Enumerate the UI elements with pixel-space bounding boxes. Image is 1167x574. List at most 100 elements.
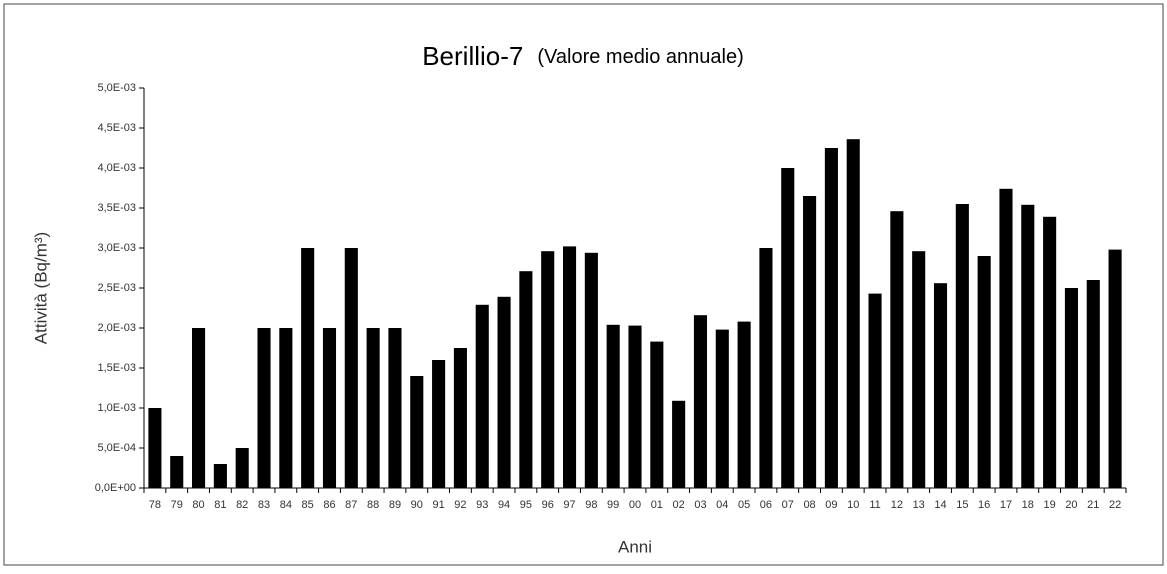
x-tick-label: 21 — [1087, 499, 1099, 511]
bar — [1021, 204, 1035, 489]
x-axis-label: Anni — [618, 537, 652, 556]
x-tick-label: 98 — [585, 499, 597, 511]
y-tick-label: 2,5E-03 — [97, 282, 136, 294]
bar — [344, 248, 358, 488]
bar — [213, 464, 227, 488]
bar — [868, 293, 882, 488]
x-tick-label: 91 — [432, 499, 444, 511]
bar — [257, 328, 271, 488]
bar — [606, 324, 620, 488]
x-tick-label: 89 — [389, 499, 401, 511]
bar — [475, 304, 489, 488]
x-tick-label: 17 — [1000, 499, 1012, 511]
x-tick-label: 83 — [258, 499, 270, 511]
x-tick-label: 16 — [978, 499, 990, 511]
x-tick-label: 90 — [411, 499, 423, 511]
y-tick-label: 1,0E-03 — [97, 402, 136, 414]
bar — [1108, 249, 1122, 488]
bar — [322, 328, 337, 488]
x-tick-label: 99 — [607, 499, 619, 511]
x-tick-label: 11 — [869, 499, 880, 511]
x-tick-label: 84 — [280, 499, 292, 511]
chart-title: Berillio-7 (Valore medio annuale) — [422, 41, 744, 71]
x-tick-label: 81 — [214, 499, 226, 511]
y-tick-label: 4,0E-03 — [97, 162, 136, 174]
x-tick-label: 06 — [760, 499, 772, 511]
x-tick-label: 10 — [847, 499, 859, 511]
bar — [759, 248, 773, 488]
x-tick-label: 82 — [236, 499, 248, 511]
bar — [628, 325, 642, 488]
x-tick-label: 92 — [454, 499, 466, 511]
x-tick-label: 20 — [1065, 499, 1077, 511]
bar — [912, 251, 926, 488]
x-tick-label: 04 — [716, 499, 728, 511]
x-tick-label: 80 — [192, 499, 204, 511]
bar — [170, 456, 184, 488]
y-tick-label: 5,0E-03 — [97, 82, 136, 94]
bar — [999, 188, 1013, 489]
bar — [497, 296, 511, 488]
bar — [432, 360, 446, 488]
y-tick-label: 1,5E-03 — [97, 362, 136, 374]
bar — [672, 400, 686, 488]
y-tick-label: 3,0E-03 — [97, 242, 136, 254]
title: Berillio-7 — [422, 41, 523, 71]
x-tick-label: 03 — [694, 499, 706, 511]
bar — [410, 376, 424, 488]
bar — [846, 139, 860, 488]
bar — [562, 246, 577, 488]
bar — [279, 328, 293, 488]
y-tick-label: 0,0E+00 — [95, 482, 136, 494]
subtitle: (Valore medio annuale) — [537, 46, 743, 68]
bar — [933, 283, 948, 488]
x-tick-label: 18 — [1022, 499, 1034, 511]
bar — [1086, 280, 1100, 488]
bar — [366, 328, 380, 488]
x-tick-label: 02 — [673, 499, 685, 511]
x-tick-label: 95 — [520, 499, 532, 511]
x-tick-label: 22 — [1109, 499, 1121, 511]
bar — [584, 252, 598, 488]
x-tick-label: 85 — [302, 499, 314, 511]
x-tick-label: 08 — [803, 499, 815, 511]
bar — [301, 248, 315, 488]
bar — [955, 204, 969, 488]
x-tick-label: 14 — [934, 499, 946, 511]
x-tick-label: 19 — [1043, 499, 1055, 511]
bar — [235, 448, 249, 488]
bar — [388, 328, 402, 488]
bar — [803, 196, 817, 488]
x-tick-label: 88 — [367, 499, 379, 511]
bar — [824, 148, 838, 488]
y-tick-label: 2,0E-03 — [97, 322, 136, 334]
x-tick-label: 87 — [345, 499, 357, 511]
x-tick-label: 79 — [171, 499, 183, 511]
bar — [1043, 216, 1057, 489]
y-axis-label: Attività (Bq/m³) — [31, 232, 50, 344]
bar — [453, 348, 467, 488]
x-tick-label: 96 — [542, 499, 554, 511]
y-tick-label: 5,0E-04 — [97, 442, 136, 454]
bar — [693, 315, 708, 488]
bar — [977, 256, 991, 488]
bar — [650, 341, 664, 488]
bar — [192, 328, 206, 488]
bar — [890, 211, 904, 488]
x-tick-label: 01 — [651, 499, 663, 511]
x-tick-label: 00 — [629, 499, 641, 511]
y-tick-label: 4,5E-03 — [97, 122, 136, 134]
x-tick-label: 09 — [825, 499, 837, 511]
bar — [1064, 288, 1078, 488]
bar — [519, 271, 533, 488]
x-tick-label: 78 — [149, 499, 161, 511]
x-tick-label: 15 — [956, 499, 968, 511]
x-tick-label: 97 — [563, 499, 575, 511]
bar — [148, 408, 162, 488]
x-tick-label: 13 — [913, 499, 925, 511]
bar — [715, 329, 729, 488]
bar — [781, 168, 795, 488]
x-tick-label: 86 — [323, 499, 335, 511]
x-tick-label: 05 — [738, 499, 750, 511]
